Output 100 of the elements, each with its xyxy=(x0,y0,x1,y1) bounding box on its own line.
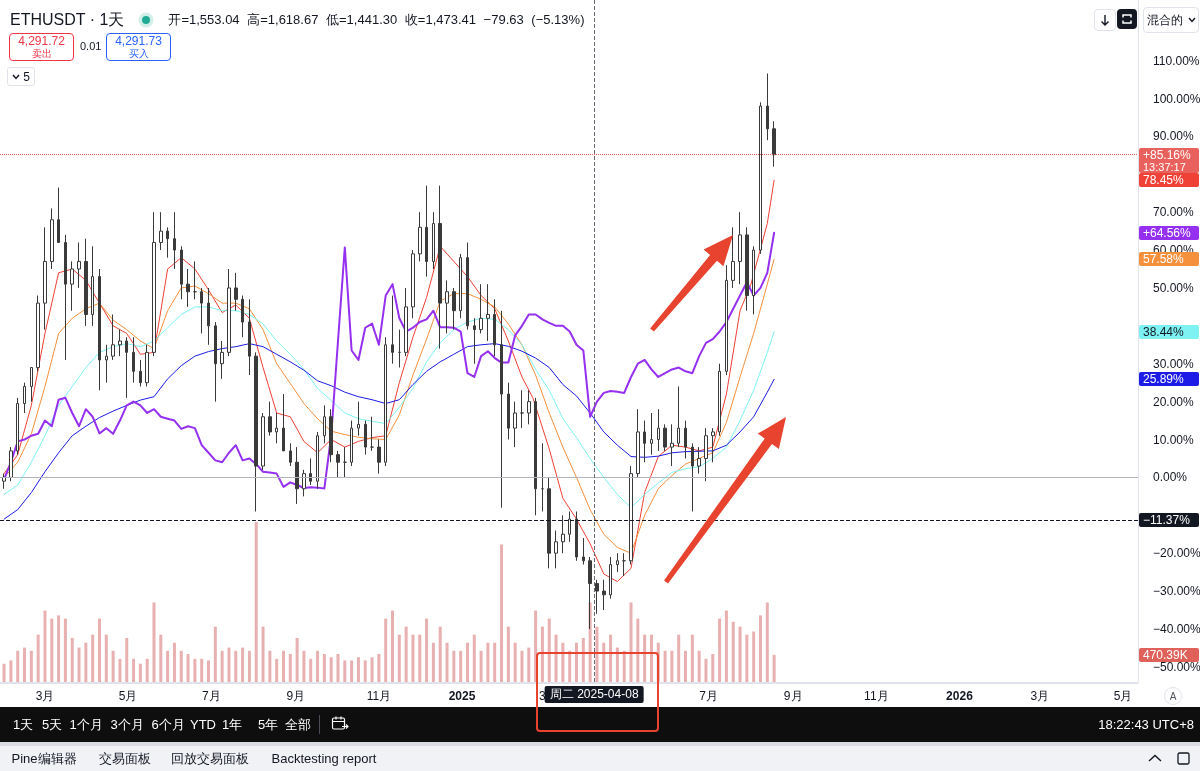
bar xyxy=(111,650,115,683)
candlestick xyxy=(438,185,442,350)
bar xyxy=(43,610,47,683)
bar xyxy=(363,660,367,683)
bar xyxy=(172,642,176,683)
bar xyxy=(520,650,524,683)
text: 全部 xyxy=(285,717,311,732)
bar xyxy=(193,658,197,683)
candlestick xyxy=(145,344,149,387)
bar xyxy=(132,658,136,683)
bar xyxy=(370,657,374,683)
bar xyxy=(288,654,292,683)
candlestick xyxy=(316,431,319,490)
bar xyxy=(234,650,238,683)
candlestick xyxy=(350,420,353,467)
bar xyxy=(690,634,694,683)
bar xyxy=(404,626,408,683)
bar xyxy=(758,615,762,683)
candlestick xyxy=(139,359,142,387)
candlestick xyxy=(622,552,626,577)
candlestick xyxy=(657,408,660,452)
text: 78.45% xyxy=(1143,173,1184,188)
line-series xyxy=(3,231,776,490)
bar xyxy=(615,647,619,683)
candlestick xyxy=(166,226,169,259)
annotation: 买入 xyxy=(128,47,149,59)
candlestick xyxy=(391,295,394,365)
candlestick xyxy=(282,393,285,452)
text: 25.89% xyxy=(1143,372,1184,387)
text: 6个月 xyxy=(151,717,185,732)
bar xyxy=(356,657,360,683)
candlestick xyxy=(214,321,217,403)
candlestick xyxy=(691,442,694,512)
bar xyxy=(125,637,129,683)
bar xyxy=(29,650,33,683)
bar xyxy=(411,634,415,683)
candlestick xyxy=(459,253,462,319)
bar xyxy=(336,654,340,683)
candlestick xyxy=(70,260,74,312)
candlestick xyxy=(554,529,558,569)
bar xyxy=(97,618,101,683)
x-tick-label: 3月 xyxy=(35,689,55,703)
candlestick xyxy=(357,401,360,437)
candlestick xyxy=(77,241,81,289)
candlestick xyxy=(152,211,156,357)
candlestick xyxy=(568,511,571,543)
candlestick xyxy=(772,120,776,168)
bar xyxy=(697,650,701,683)
y-tick-label: −40.00% xyxy=(1153,621,1200,636)
candlestick xyxy=(84,238,88,327)
bar xyxy=(377,654,381,683)
bar xyxy=(261,626,265,683)
bar xyxy=(418,634,422,683)
candlestick xyxy=(180,245,183,300)
bar xyxy=(227,647,231,683)
candlestick xyxy=(398,329,401,369)
bar xyxy=(207,660,211,683)
bar xyxy=(179,650,183,683)
line-series xyxy=(3,306,775,509)
bar xyxy=(561,642,565,683)
bar xyxy=(247,650,251,683)
candlestick xyxy=(268,401,272,437)
candlestick xyxy=(36,295,40,372)
candlestick xyxy=(718,363,721,437)
bar xyxy=(568,650,572,683)
text: 交易面板 xyxy=(99,751,151,766)
candlestick xyxy=(9,446,13,482)
bar xyxy=(452,650,456,683)
candlestick xyxy=(295,446,299,505)
x-tick-label: 11月 xyxy=(366,689,392,703)
bar xyxy=(397,634,401,683)
candlestick xyxy=(261,412,265,471)
candlestick xyxy=(200,287,203,334)
candlestick xyxy=(493,298,496,357)
candlestick xyxy=(207,287,210,346)
candlestick xyxy=(697,446,701,475)
y-tick-label: −20.00% xyxy=(1153,546,1200,561)
bar xyxy=(663,650,667,683)
bar xyxy=(152,602,156,683)
bar xyxy=(752,631,756,683)
x-tick-label: 3月 xyxy=(1030,689,1050,703)
candlestick xyxy=(473,317,476,365)
candlestick xyxy=(16,397,19,456)
candlestick xyxy=(486,283,490,342)
candlestick xyxy=(432,211,435,270)
candlestick xyxy=(105,344,108,384)
text: 5年 xyxy=(257,717,279,732)
candlestick xyxy=(759,101,762,255)
bar xyxy=(745,634,749,683)
bar xyxy=(731,621,735,683)
bar xyxy=(77,647,81,683)
bar xyxy=(595,626,599,683)
candlestick xyxy=(452,287,456,331)
candlestick xyxy=(731,226,735,289)
y-tick-label: 0.00% xyxy=(1153,470,1188,485)
bar xyxy=(104,634,108,683)
candlestick xyxy=(418,211,422,262)
candlestick xyxy=(159,211,163,251)
candlestick xyxy=(411,249,415,319)
bar xyxy=(159,634,163,683)
